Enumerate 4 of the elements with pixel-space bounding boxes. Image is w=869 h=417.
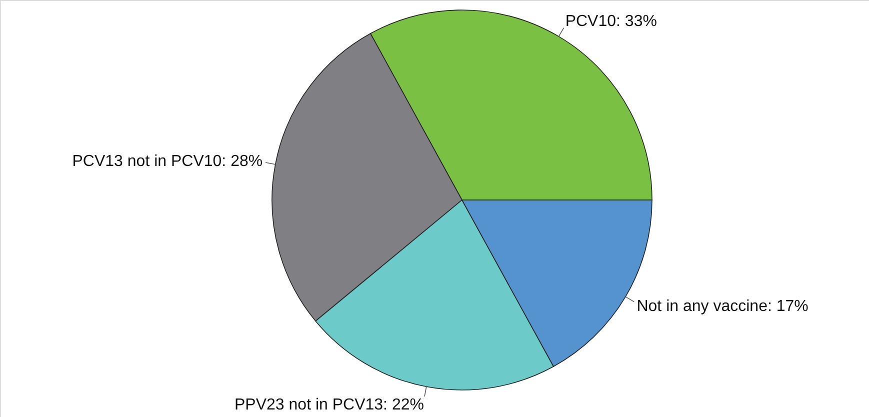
slice-label: PCV10: 33% (565, 12, 657, 30)
slice-label: PCV13 not in PCV10: 28% (72, 153, 263, 170)
slice-label: Not in any vaccine: 17% (636, 298, 808, 315)
slice-label: PPV23 not in PCV13: 22% (234, 396, 424, 414)
